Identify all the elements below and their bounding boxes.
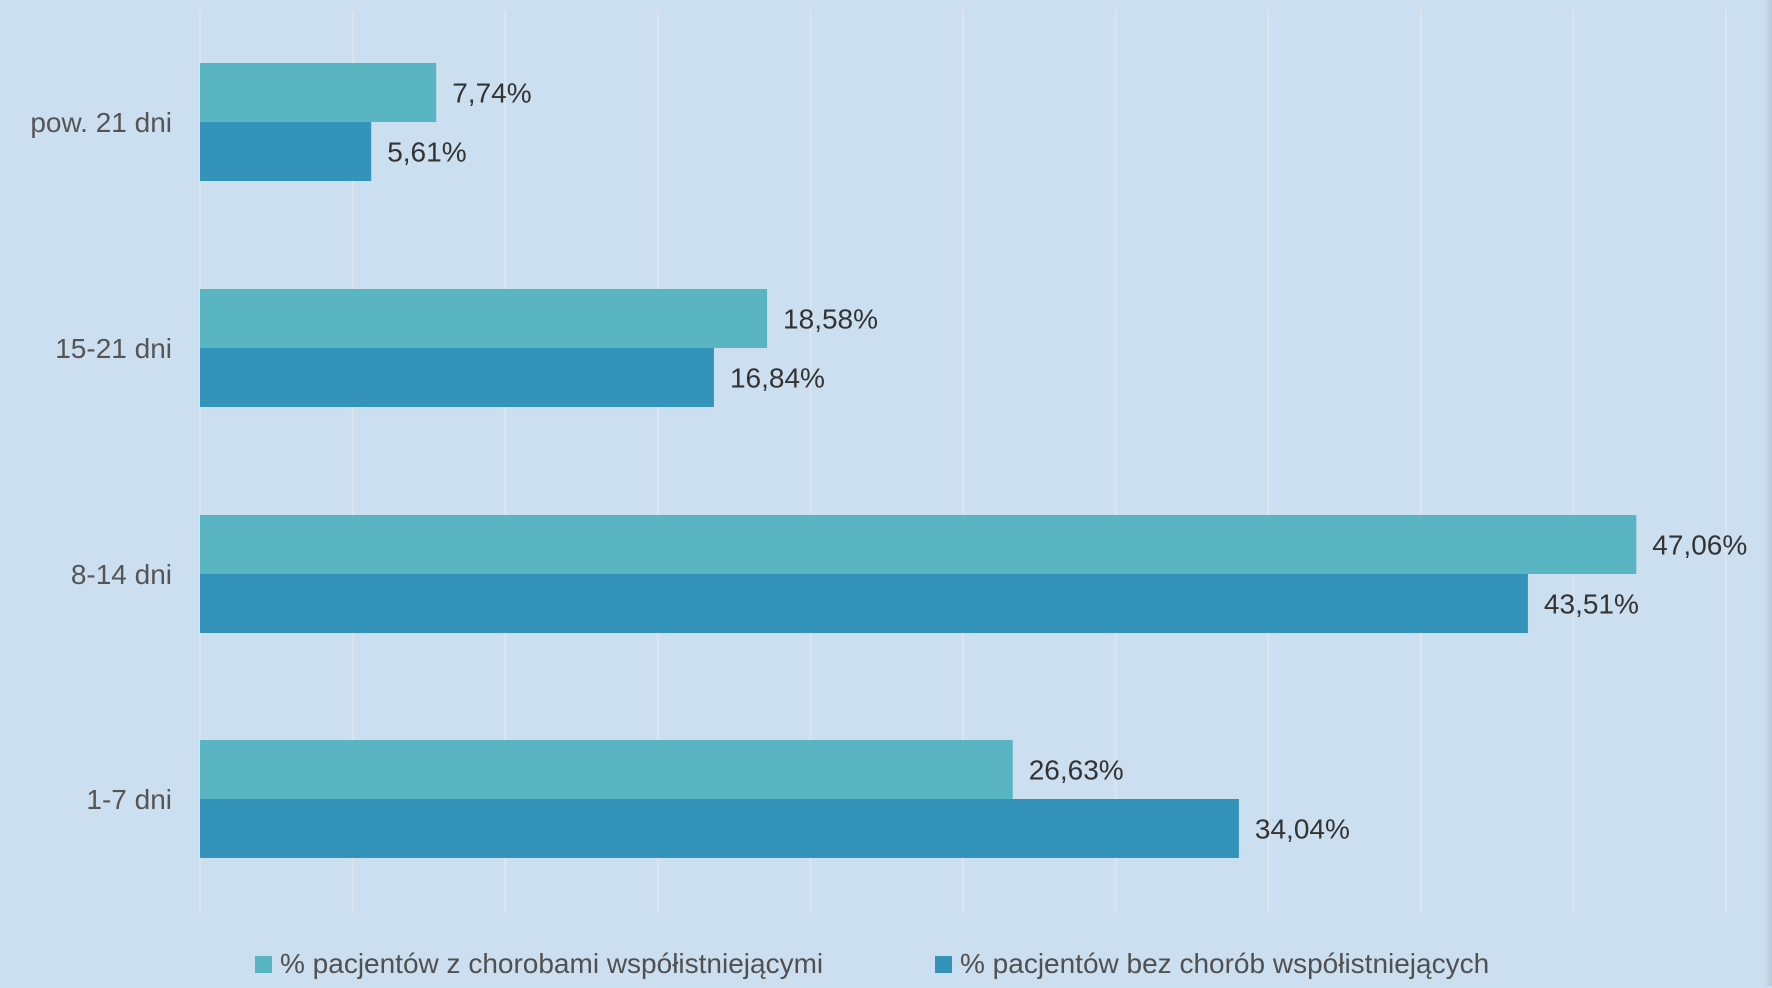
- legend-item-without-comorbidities: % pacjentów bez chorób współistniejących: [935, 948, 1489, 980]
- bar-chart: 7,74% 5,61% 18,58% 16,84% 47,06% 43,51% 26,63%…: [30, 10, 1747, 912]
- data-label: 43,51%: [1544, 589, 1639, 620]
- data-labels: 7,74% 5,61% 18,58% 16,84% 47,06% 43,51% 26,63%…: [387, 78, 1747, 845]
- data-label: 5,61%: [387, 137, 466, 168]
- data-label: 34,04%: [1255, 814, 1350, 845]
- data-label: 18,58%: [783, 304, 878, 335]
- bar-with-comorbidities: [200, 63, 437, 122]
- legend-item-with-comorbidities: % pacjentów z chorobami współistniejącym…: [255, 948, 823, 980]
- legend-swatch: [255, 955, 272, 973]
- category-label: 1-7 dni: [86, 784, 172, 815]
- legend-label: % pacjentów z chorobami współistniejącym…: [280, 948, 824, 979]
- legend-swatch: [935, 955, 952, 973]
- data-label: 16,84%: [730, 363, 825, 394]
- bars: [200, 63, 1637, 858]
- bar-without-comorbidities: [200, 799, 1239, 858]
- category-label: 8-14 dni: [71, 559, 172, 590]
- bar-with-comorbidities: [200, 515, 1637, 574]
- category-label: pow. 21 dni: [30, 107, 172, 138]
- category-label: 15-21 dni: [55, 333, 172, 364]
- legend: % pacjentów z chorobami współistniejącym…: [0, 948, 1772, 988]
- right-edge: [1764, 0, 1772, 986]
- bar-with-comorbidities: [200, 740, 1013, 799]
- bar-without-comorbidities: [200, 122, 372, 181]
- category-labels: pow. 21 dni 15-21 dni 8-14 dni 1-7 dni: [30, 107, 172, 815]
- data-label: 26,63%: [1029, 755, 1124, 786]
- bar-without-comorbidities: [200, 348, 714, 407]
- bar-without-comorbidities: [200, 574, 1528, 633]
- data-label: 47,06%: [1652, 530, 1747, 561]
- data-label: 7,74%: [452, 78, 531, 109]
- bar-with-comorbidities: [200, 289, 768, 348]
- legend-label: % pacjentów bez chorób współistniejących: [960, 948, 1490, 979]
